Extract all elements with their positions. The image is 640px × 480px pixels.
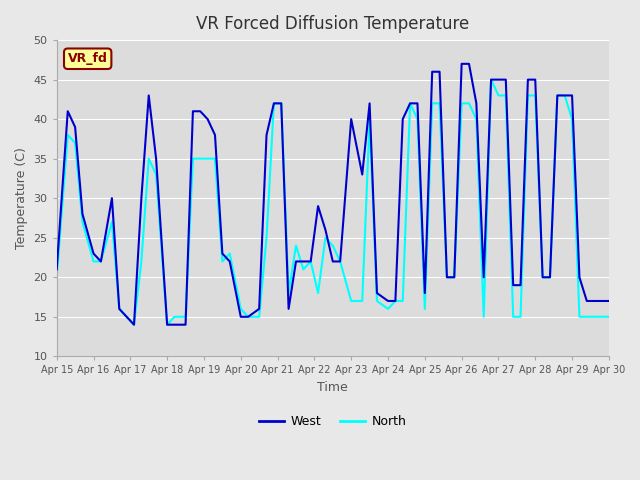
- Y-axis label: Temperature (C): Temperature (C): [15, 147, 28, 249]
- X-axis label: Time: Time: [317, 381, 348, 394]
- Legend: West, North: West, North: [254, 410, 412, 433]
- Text: VR_fd: VR_fd: [68, 52, 108, 65]
- Title: VR Forced Diffusion Temperature: VR Forced Diffusion Temperature: [196, 15, 469, 33]
